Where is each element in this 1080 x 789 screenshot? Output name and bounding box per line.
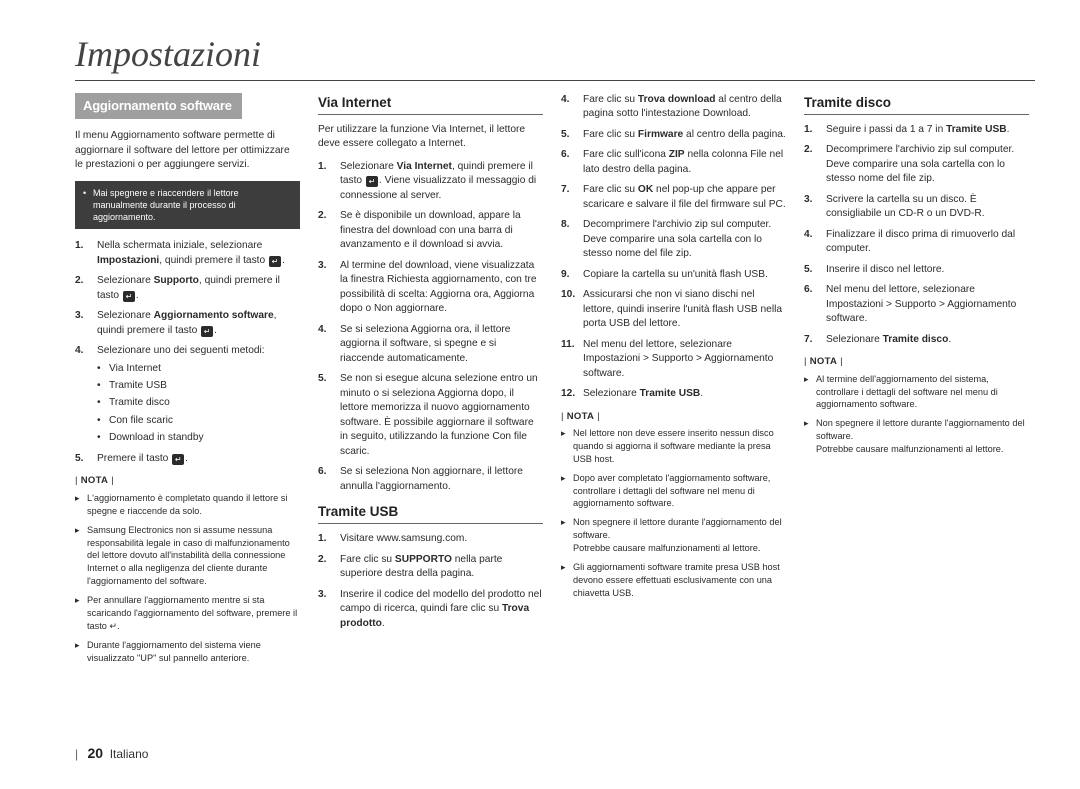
steps-disc: Seguire i passi da 1 a 7 in Tramite USB.… <box>804 123 1029 347</box>
step-7: Fare clic su OK nel pop-up che appare pe… <box>561 183 786 212</box>
nota-item: Non spegnere il lettore durante l'aggior… <box>804 417 1029 456</box>
column-4: Tramite disco Seguire i passi da 1 a 7 i… <box>804 93 1029 675</box>
bullet-icon: • <box>83 187 93 223</box>
nota-item: L'aggiornamento è completato quando il l… <box>75 492 300 518</box>
nota-item: Samsung Electronics non si assume nessun… <box>75 524 300 588</box>
method-item: Tramite disco <box>97 396 300 410</box>
nota-item: Non spegnere il lettore durante l'aggior… <box>561 516 786 555</box>
warning-text: Mai spegnere e riaccendere il lettore ma… <box>93 187 292 223</box>
nota-item: Nel lettore non deve essere inserito nes… <box>561 427 786 466</box>
step-6: Se si seleziona Non aggiornare, il letto… <box>318 465 543 494</box>
method-item: Via Internet <box>97 362 300 376</box>
step-5: Se non si esegue alcuna selezione entro … <box>318 372 543 459</box>
nota-list-col3: Nel lettore non deve essere inserito nes… <box>561 427 786 600</box>
step-2: Se è disponibile un download, appare la … <box>318 209 543 252</box>
steps-usb-a: Visitare www.samsung.com. Fare clic su S… <box>318 532 543 631</box>
step-3: Selezionare Aggiornamento software, quin… <box>75 309 300 338</box>
step-5: Premere il tasto . <box>75 452 300 466</box>
enter-icon <box>123 291 135 302</box>
step-5: Fare clic su Firmware al centro della pa… <box>561 128 786 142</box>
subhead-tramite-usb: Tramite USB <box>318 502 543 521</box>
method-item: Tramite USB <box>97 379 300 393</box>
step-7: Selezionare Tramite disco. <box>804 333 1029 347</box>
step-4: Selezionare uno dei seguenti metodi: Via… <box>75 344 300 446</box>
title-rule <box>75 80 1035 81</box>
nota-list-col1: L'aggiornamento è completato quando il l… <box>75 492 300 665</box>
step-11: Nel menu del lettore, selezionare Impost… <box>561 338 786 381</box>
step-8: Decomprimere l'archivio zip sul computer… <box>561 218 786 261</box>
step-3: Al termine del download, viene visualizz… <box>318 259 543 317</box>
internet-intro: Per utilizzare la funzione Via Internet,… <box>318 123 543 152</box>
warning-box: •Mai spegnere e riaccendere il lettore m… <box>75 181 300 229</box>
step-1: Nella schermata iniziale, selezionare Im… <box>75 239 300 268</box>
footer-language: Italiano <box>110 747 149 761</box>
step-10: Assicurarsi che non vi siano dischi nel … <box>561 288 786 331</box>
nota-label: NOTA <box>561 410 786 423</box>
steps-col1: Nella schermata iniziale, selezionare Im… <box>75 239 300 466</box>
nota-item: Gli aggiornamenti software tramite presa… <box>561 561 786 600</box>
step-6: Nel menu del lettore, selezionare Impost… <box>804 283 1029 326</box>
step-4: Se si seleziona Aggiorna ora, il lettore… <box>318 323 543 366</box>
nota-item: Dopo aver completato l'aggiornamento sof… <box>561 472 786 511</box>
enter-icon <box>201 326 213 337</box>
subhead-tramite-disco: Tramite disco <box>804 93 1029 112</box>
nota-item: Durante l'aggiornamento del sistema vien… <box>75 639 300 665</box>
intro-text: Il menu Aggiornamento software permette … <box>75 129 300 172</box>
step-4: Finalizzare il disco prima di rimuoverlo… <box>804 228 1029 257</box>
subhead-via-internet: Via Internet <box>318 93 543 112</box>
step-5: Inserire il disco nel lettore. <box>804 263 1029 277</box>
enter-icon <box>269 256 281 267</box>
column-2: Via Internet Per utilizzare la funzione … <box>318 93 543 675</box>
step-12: Selezionare Tramite USB. <box>561 387 786 401</box>
step-1: Visitare www.samsung.com. <box>318 532 543 546</box>
section-tab-software-update: Aggiornamento software <box>75 93 242 119</box>
enter-icon <box>366 176 378 187</box>
page-number: 20 <box>87 745 103 761</box>
step-1: Seguire i passi da 1 a 7 in Tramite USB. <box>804 123 1029 137</box>
step-3: Scrivere la cartella su un disco. È cons… <box>804 193 1029 222</box>
method-item: Download in standby <box>97 431 300 445</box>
subhead-rule <box>318 114 543 115</box>
column-1: Aggiornamento software Il menu Aggiornam… <box>75 93 300 675</box>
footer-separator: | <box>75 747 78 761</box>
subhead-rule <box>804 114 1029 115</box>
step-3: Inserire il codice del modello del prodo… <box>318 588 543 631</box>
nota-item: Al termine dell'aggiornamento del sistem… <box>804 373 1029 412</box>
page-title: Impostazioni <box>75 36 1035 74</box>
method-list: Via Internet Tramite USB Tramite disco C… <box>97 362 300 446</box>
nota-item: Per annullare l'aggiornamento mentre si … <box>75 594 300 633</box>
manual-page: Impostazioni Aggiornamento software Il m… <box>0 0 1080 789</box>
step-2: Selezionare Supporto, quindi premere il … <box>75 274 300 303</box>
step-9: Copiare la cartella su un'unità flash US… <box>561 268 786 282</box>
step-2: Decomprimere l'archivio zip sul computer… <box>804 143 1029 186</box>
nota-label: NOTA <box>804 355 1029 368</box>
nota-list-col4: Al termine dell'aggiornamento del sistem… <box>804 373 1029 456</box>
step-6: Fare clic sull'icona ZIP nella colonna F… <box>561 148 786 177</box>
step-1: Selezionare Via Internet, quindi premere… <box>318 160 543 203</box>
step-2: Fare clic su SUPPORTO nella parte superi… <box>318 553 543 582</box>
column-3: Fare clic su Trova download al centro de… <box>561 93 786 675</box>
method-item: Con file scaric <box>97 414 300 428</box>
steps-usb-b: Fare clic su Trova download al centro de… <box>561 93 786 402</box>
columns-wrap: Aggiornamento software Il menu Aggiornam… <box>75 93 1035 675</box>
steps-internet: Selezionare Via Internet, quindi premere… <box>318 160 543 494</box>
nota-label: NOTA <box>75 474 300 487</box>
page-footer: | 20 Italiano <box>75 745 148 761</box>
subhead-rule <box>318 523 543 524</box>
enter-icon <box>172 454 184 465</box>
step-4: Fare clic su Trova download al centro de… <box>561 93 786 122</box>
